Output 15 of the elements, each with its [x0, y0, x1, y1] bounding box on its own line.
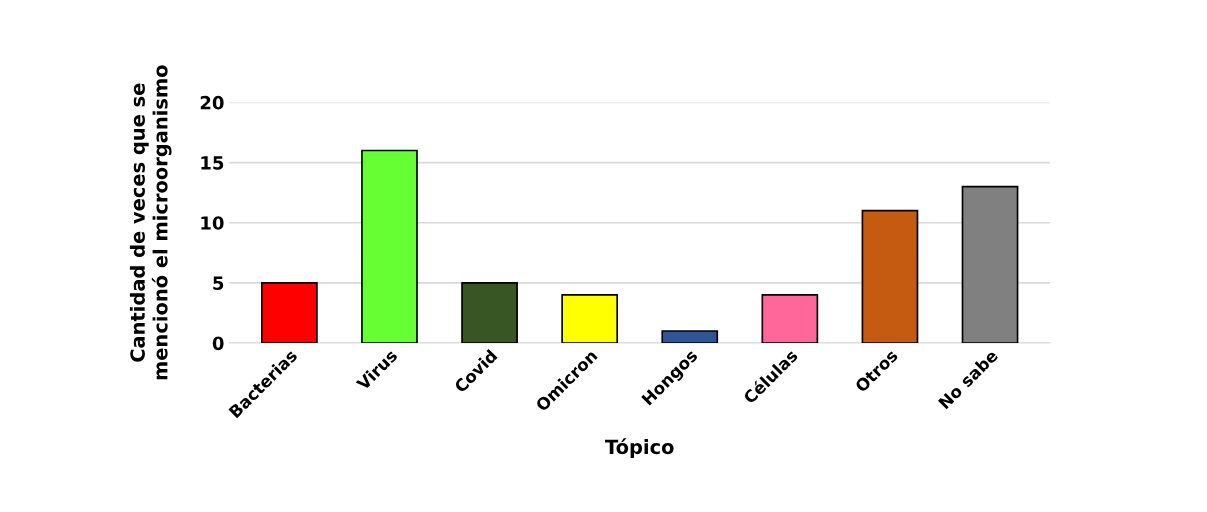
bar [961, 185, 1019, 344]
bar [861, 209, 919, 344]
y-axis-title: Cantidad de veces que se mencionó el microorganismo [129, 65, 172, 380]
bar [561, 294, 619, 344]
x-axis-title: Tópico [605, 438, 674, 458]
bar [761, 294, 819, 344]
bar [461, 282, 518, 344]
y-tick-label: 0 [212, 336, 224, 351]
bar [661, 330, 719, 344]
y-tick-label: 15 [201, 156, 224, 170]
bar [361, 149, 418, 344]
y-tick-label: 20 [200, 95, 224, 110]
y-tick-label: 5 [213, 276, 224, 290]
y-tick-label: 10 [201, 216, 224, 230]
bar [261, 282, 318, 344]
